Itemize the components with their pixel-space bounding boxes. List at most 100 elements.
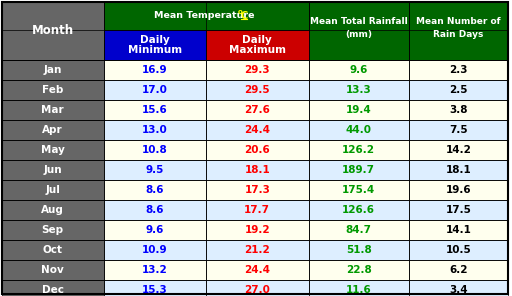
Text: 44.0: 44.0 — [346, 125, 372, 135]
Bar — [206, 160, 309, 180]
Text: 17.0: 17.0 — [142, 85, 168, 95]
Bar — [103, 160, 206, 180]
Bar — [309, 280, 409, 296]
Text: 175.4: 175.4 — [342, 185, 375, 195]
Bar — [409, 60, 507, 80]
Text: 189.7: 189.7 — [343, 165, 375, 175]
Text: 27.6: 27.6 — [244, 105, 270, 115]
Bar — [206, 220, 309, 240]
Text: Minimum: Minimum — [127, 45, 182, 55]
Bar — [409, 120, 507, 140]
Text: 8.6: 8.6 — [145, 205, 164, 215]
Bar — [206, 260, 309, 280]
Text: 27.0: 27.0 — [244, 285, 270, 295]
Text: Month: Month — [32, 25, 74, 38]
Text: 6.2: 6.2 — [449, 265, 467, 275]
Bar — [206, 240, 309, 260]
Text: 22.8: 22.8 — [346, 265, 372, 275]
Text: Apr: Apr — [42, 125, 63, 135]
Bar — [206, 140, 309, 160]
Text: 8.6: 8.6 — [145, 185, 164, 195]
Bar — [309, 140, 409, 160]
Bar — [2, 2, 103, 60]
Text: 9.5: 9.5 — [145, 165, 164, 175]
Bar — [309, 240, 409, 260]
Text: Jun: Jun — [44, 165, 62, 175]
Bar — [2, 100, 103, 120]
Bar — [409, 2, 507, 60]
Text: Dec: Dec — [42, 285, 64, 295]
Bar — [103, 120, 206, 140]
Bar — [2, 240, 103, 260]
Text: 126.2: 126.2 — [343, 145, 375, 155]
Text: 19.2: 19.2 — [244, 225, 270, 235]
Text: Daily: Daily — [140, 35, 169, 45]
Text: Mar: Mar — [41, 105, 64, 115]
Text: 126.6: 126.6 — [343, 205, 375, 215]
Text: 7.5: 7.5 — [449, 125, 467, 135]
Bar — [409, 280, 507, 296]
Bar — [103, 30, 206, 60]
Bar — [103, 2, 309, 30]
Text: 19.6: 19.6 — [445, 185, 471, 195]
Text: 29.5: 29.5 — [244, 85, 270, 95]
Bar — [409, 240, 507, 260]
Text: Sep: Sep — [41, 225, 64, 235]
Bar — [206, 200, 309, 220]
Bar — [309, 100, 409, 120]
Bar — [309, 200, 409, 220]
Bar — [206, 280, 309, 296]
Text: Jan: Jan — [44, 65, 62, 75]
Bar — [103, 220, 206, 240]
Text: 21.2: 21.2 — [244, 245, 270, 255]
Bar — [206, 30, 309, 60]
Bar — [103, 240, 206, 260]
Text: 24.4: 24.4 — [244, 265, 270, 275]
Text: 16.9: 16.9 — [142, 65, 167, 75]
Bar — [409, 80, 507, 100]
Bar — [409, 160, 507, 180]
Bar — [103, 280, 206, 296]
Bar — [409, 100, 507, 120]
Bar — [409, 260, 507, 280]
Bar — [409, 180, 507, 200]
Text: 2.3: 2.3 — [449, 65, 467, 75]
Text: Mean Total Rainfall: Mean Total Rainfall — [310, 17, 408, 26]
Text: May: May — [41, 145, 65, 155]
Bar — [103, 200, 206, 220]
Text: 18.1: 18.1 — [244, 165, 270, 175]
Text: 84.7: 84.7 — [346, 225, 372, 235]
Text: (mm): (mm) — [345, 30, 372, 39]
Bar — [2, 200, 103, 220]
Bar — [2, 180, 103, 200]
Text: 29.3: 29.3 — [244, 65, 270, 75]
Bar — [309, 220, 409, 240]
Text: 14.2: 14.2 — [445, 145, 471, 155]
Bar — [103, 260, 206, 280]
Bar — [206, 180, 309, 200]
Bar — [309, 60, 409, 80]
Bar — [409, 220, 507, 240]
Text: 3.4: 3.4 — [449, 285, 467, 295]
Text: 15.6: 15.6 — [142, 105, 167, 115]
Text: 15.3: 15.3 — [142, 285, 167, 295]
Text: 10.5: 10.5 — [445, 245, 471, 255]
Bar — [409, 200, 507, 220]
Bar — [2, 120, 103, 140]
Text: 14.1: 14.1 — [445, 225, 471, 235]
Bar — [103, 80, 206, 100]
Text: 24.4: 24.4 — [244, 125, 270, 135]
Text: 11.6: 11.6 — [346, 285, 372, 295]
Bar — [309, 180, 409, 200]
Text: 3.8: 3.8 — [449, 105, 467, 115]
Text: o: o — [238, 9, 242, 15]
Bar — [103, 100, 206, 120]
Text: 13.3: 13.3 — [346, 85, 372, 95]
Bar — [2, 220, 103, 240]
Text: Rain Days: Rain Days — [433, 30, 483, 39]
Bar — [2, 60, 103, 80]
Bar — [309, 80, 409, 100]
Text: 17.3: 17.3 — [244, 185, 270, 195]
Bar — [206, 100, 309, 120]
Text: 19.4: 19.4 — [346, 105, 372, 115]
